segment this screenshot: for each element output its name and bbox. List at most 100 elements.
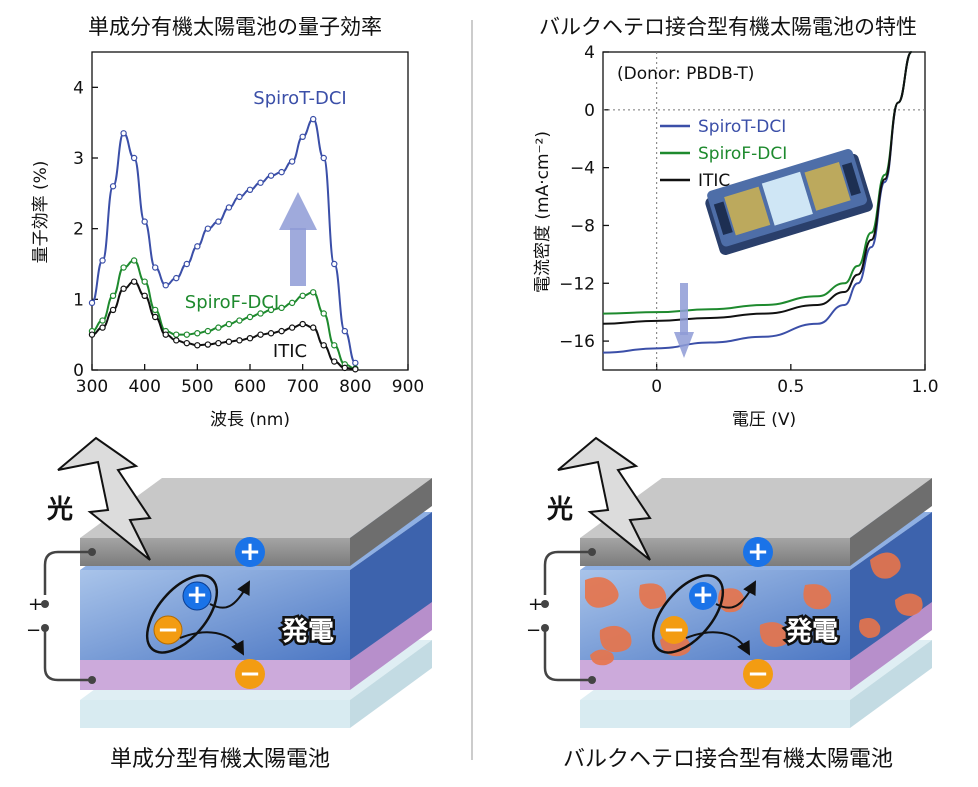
light-label: 光	[546, 495, 573, 525]
data-point	[341, 327, 348, 335]
data-point	[151, 313, 159, 321]
y-tick-label: 0	[584, 101, 595, 121]
y-tick-label: 2	[73, 220, 84, 240]
data-point	[288, 158, 296, 165]
y-tick-label: −4	[570, 159, 595, 179]
x-tick-label: 400	[128, 377, 160, 397]
data-point	[278, 327, 285, 335]
data-point	[278, 168, 285, 176]
data-point	[162, 282, 169, 289]
lightning-icon	[557, 436, 652, 561]
jsc-increase-arrow	[674, 283, 694, 358]
data-point	[331, 342, 338, 349]
y-tick-label: 4	[584, 43, 595, 63]
lightning-icon	[57, 436, 152, 561]
data-point	[183, 331, 190, 338]
data-point	[320, 342, 327, 349]
data-point	[130, 257, 138, 264]
data-point	[246, 186, 254, 193]
data-point	[120, 285, 127, 292]
data-point	[267, 330, 275, 337]
data-point	[88, 331, 96, 338]
data-point	[246, 335, 254, 342]
circuit-plus-label: +	[28, 594, 43, 615]
device-photo	[705, 149, 873, 256]
left-title: 単成分有機太陽電池の量子効率	[88, 15, 382, 39]
y-tick-label: 1	[73, 290, 84, 310]
data-point	[215, 218, 222, 225]
data-point	[215, 324, 222, 331]
data-point	[120, 130, 127, 137]
data-point	[194, 243, 201, 250]
data-point	[278, 304, 285, 312]
data-point	[267, 172, 275, 179]
data-point	[183, 260, 190, 268]
power-label: 発電	[281, 617, 334, 647]
donor-note: (Donor: PBDB-T)	[617, 64, 754, 84]
data-point	[288, 299, 296, 307]
single-component-cell-diagram: 光 + − + − + − 発電	[26, 436, 432, 728]
data-point	[352, 366, 359, 373]
data-point	[310, 115, 317, 123]
x-tick-label: 600	[234, 377, 266, 397]
x-tick-label: 300	[76, 377, 108, 397]
x-tick-label: 900	[392, 377, 424, 397]
right-title: バルクヘテロ接合型有機太陽電池の特性	[539, 15, 917, 39]
data-point	[204, 225, 212, 232]
free-hole: +	[747, 537, 769, 567]
label-itic: ITIC	[273, 341, 307, 362]
legend-spiroT: SpiroT-DCI	[698, 117, 786, 137]
data-point	[99, 317, 106, 324]
data-point	[173, 331, 180, 338]
data-point	[141, 278, 148, 285]
data-point	[109, 306, 117, 314]
data-point	[141, 218, 148, 225]
y-tick-label: 3	[73, 149, 84, 169]
data-point	[288, 324, 296, 331]
y-tick-label: −16	[559, 332, 595, 352]
data-point	[173, 337, 180, 344]
data-point	[99, 324, 106, 331]
jv-xlabel: 電圧 (V)	[732, 410, 796, 430]
data-point	[141, 292, 148, 299]
data-point	[225, 204, 233, 211]
x-tick-label: 700	[286, 377, 318, 397]
left-caption: 単成分型有機太陽電池	[110, 747, 330, 772]
data-point	[120, 264, 127, 271]
label-spiroF: SpiroF-DCI	[185, 292, 279, 313]
data-point	[257, 331, 264, 338]
data-point	[310, 324, 317, 331]
electron-charge: −	[663, 615, 685, 645]
data-point	[299, 320, 306, 328]
legend-itic: ITIC	[698, 171, 730, 191]
data-point	[109, 183, 117, 190]
data-point	[151, 306, 159, 314]
hole-charge: +	[186, 580, 208, 610]
data-point	[246, 313, 254, 321]
data-point	[130, 154, 138, 162]
data-point	[173, 274, 180, 282]
legend-spiroF: SpiroF-DCI	[698, 144, 787, 164]
data-point	[310, 289, 317, 296]
data-point	[341, 364, 348, 372]
data-point	[236, 337, 243, 344]
label-spiroT: SpiroT-DCI	[253, 88, 346, 109]
series-line-spirof-dci	[91, 259, 356, 370]
series-line-itic	[602, 51, 913, 325]
qe-increase-arrow	[279, 192, 317, 286]
x-tick-label: 1.0	[911, 377, 938, 397]
data-point	[236, 193, 243, 201]
qe-plot-frame	[91, 51, 409, 371]
data-point	[352, 359, 359, 367]
data-point	[204, 327, 212, 335]
free-electron: −	[239, 659, 261, 689]
y-tick-label: −8	[570, 216, 595, 236]
data-point	[299, 133, 306, 140]
qe-ylabel: 量子効率 (%)	[31, 161, 51, 264]
data-point	[215, 339, 222, 347]
circuit-minus-label: −	[26, 620, 41, 641]
y-tick-label: 0	[73, 361, 84, 381]
data-point	[299, 292, 306, 299]
y-tick-label: 4	[73, 78, 84, 98]
